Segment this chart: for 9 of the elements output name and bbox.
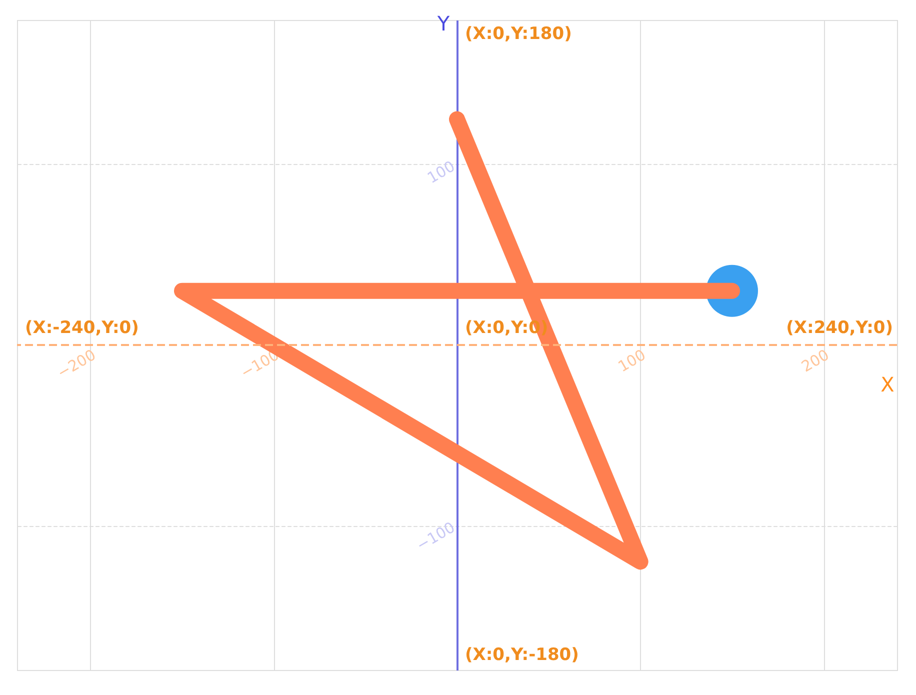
annotation: (X:240,Y:0): [786, 318, 893, 338]
x-axis-title: X: [880, 372, 895, 396]
x-tick-label: −200: [54, 346, 99, 382]
y-axis-title: Y: [436, 12, 450, 36]
annotation: (X:0,Y:-180): [465, 645, 579, 665]
annotation: (X:-240,Y:0): [25, 318, 139, 338]
annotation: (X:0,Y:180): [465, 24, 572, 44]
x-tick-label: 200: [798, 346, 832, 376]
x-tick-label: 100: [615, 346, 649, 376]
